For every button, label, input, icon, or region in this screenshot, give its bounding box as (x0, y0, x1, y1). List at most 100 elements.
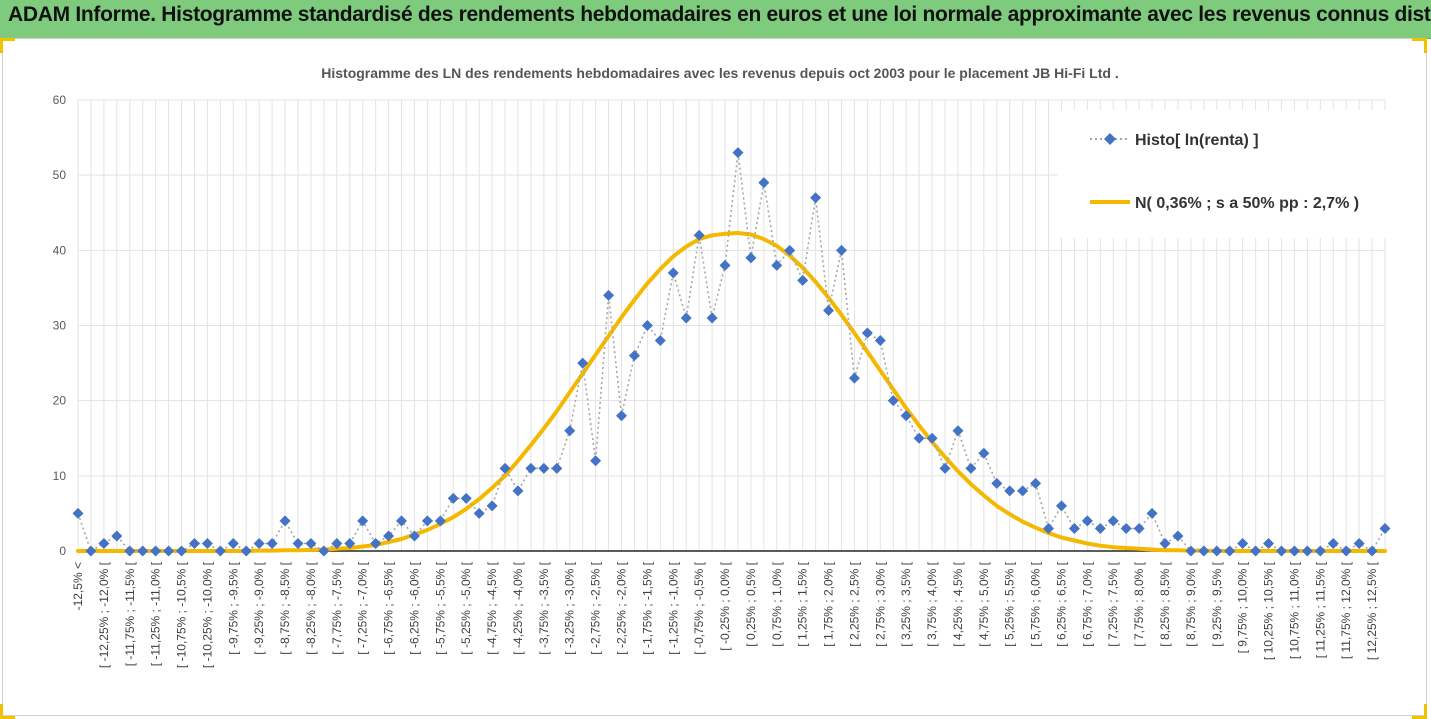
histo-point (603, 289, 615, 301)
x-tick-label: [ -10,75% ; -10,5% [ (175, 561, 189, 668)
histo-point (616, 410, 628, 422)
x-tick-label: [ -3,25% ; -3,0% [ (563, 561, 577, 654)
histo-point (1146, 507, 1158, 519)
histo-point (279, 515, 291, 527)
histo-point (1327, 537, 1339, 549)
histo-point (1263, 537, 1275, 549)
histo-point (357, 515, 369, 527)
x-tick-label: [ 3,75% ; 4,0% [ (925, 561, 939, 646)
histo-point (214, 545, 226, 557)
histo-point (1366, 545, 1378, 557)
x-tick-label: [ 7,25% ; 7,5% [ (1106, 561, 1120, 646)
x-tick-label: [ 12,25% ; 12,5% [ (1365, 561, 1379, 660)
histo-point (590, 455, 602, 467)
x-tick-label: [ -2,75% ; -2,5% [ (589, 561, 603, 654)
histo-point (1198, 545, 1210, 557)
histo-point (266, 537, 278, 549)
histogram-series (72, 147, 1391, 557)
x-axis-ticks: -12,5% < [ -12,25% ; -12,0% [ [ -11,75% ; … (71, 561, 1379, 668)
frame-corner-bottom-left (0, 704, 15, 719)
histo-point (991, 477, 1003, 489)
histo-point (150, 545, 162, 557)
histo-point (111, 530, 123, 542)
histo-point (1224, 545, 1236, 557)
histo-point (706, 312, 718, 324)
x-tick-label: [ 4,25% ; 4,5% [ (951, 561, 965, 646)
histo-point (370, 537, 382, 549)
report-banner: ADAM Informe. Histogramme standardisé de… (0, 0, 1431, 39)
histo-point (486, 500, 498, 512)
x-tick-label: [ -7,25% ; -7,0% [ (356, 561, 370, 654)
histo-point (913, 432, 925, 444)
histo-point (201, 537, 213, 549)
x-tick-label: [ -9,25% ; -9,0% [ (252, 561, 266, 654)
x-tick-label: [ -7,75% ; -7,5% [ (330, 561, 344, 654)
histo-point (1301, 545, 1313, 557)
x-tick-label: [ 6,75% ; 7,0% [ (1080, 561, 1094, 646)
histo-point (823, 304, 835, 316)
y-tick-label: 0 (59, 544, 66, 558)
x-tick-label: [ -0,75% ; -0,5% [ (692, 561, 706, 654)
x-tick-label: [ 3,25% ; 3,5% [ (899, 561, 913, 646)
x-tick-label: -12,5% < (71, 562, 85, 610)
histo-point (939, 462, 951, 474)
histo-point (784, 244, 796, 256)
histo-point (1004, 485, 1016, 497)
histo-point (447, 492, 459, 504)
x-tick-label: [ 8,75% ; 9,0% [ (1184, 561, 1198, 646)
histo-point (1172, 530, 1184, 542)
histo-point (861, 327, 873, 339)
x-tick-label: [ -8,75% ; -8,5% [ (278, 561, 292, 654)
chart-subtitle: Histogramme des LN des rendements hebdom… (321, 65, 1118, 81)
y-tick-label: 60 (53, 93, 67, 107)
histo-point (408, 530, 420, 542)
frame-corner-top-right (1412, 38, 1427, 53)
y-tick-label: 30 (53, 319, 67, 333)
x-tick-label: [ 7,75% ; 8,0% [ (1132, 561, 1146, 646)
histo-point (253, 537, 265, 549)
x-tick-label: [ -10,25% ; -10,0% [ (200, 561, 214, 668)
histo-point (124, 545, 136, 557)
legend-normal-label: N( 0,36% ; s a 50% pp : 2,7% ) (1135, 195, 1359, 212)
histo-point (1081, 515, 1093, 527)
histo-point (1185, 545, 1197, 557)
histo-point (551, 462, 563, 474)
x-tick-label: [ 9,75% ; 10,0% [ (1236, 561, 1250, 653)
histo-point (680, 312, 692, 324)
x-tick-label: [ 5,75% ; 6,0% [ (1029, 561, 1043, 646)
histo-point (810, 192, 822, 204)
x-tick-label: [ -11,25% ; -11,0% [ (149, 561, 163, 666)
histo-point (383, 530, 395, 542)
histo-point (1094, 522, 1106, 534)
x-tick-label: [ -1,75% ; -1,5% [ (640, 561, 654, 654)
histo-point (305, 537, 317, 549)
histo-point (667, 267, 679, 279)
report-title: ADAM Informe. Histogramme standardisé de… (8, 3, 1431, 26)
x-tick-label: [ 4,75% ; 5,0% [ (977, 561, 991, 646)
x-tick-label: [ -11,75% ; -11,5% [ (123, 561, 137, 666)
y-tick-label: 40 (53, 243, 67, 257)
histo-point (641, 320, 653, 331)
x-tick-label: [ -9,75% ; -9,5% [ (226, 561, 240, 654)
x-tick-label: [ -4,25% ; -4,0% [ (511, 561, 525, 654)
x-tick-label: [ -12,25% ; -12,0% [ (97, 561, 111, 668)
x-tick-label: [ 1,25% ; 1,5% [ (796, 561, 810, 646)
histo-point (745, 252, 757, 264)
histo-point (577, 357, 589, 369)
histo-point (900, 410, 912, 422)
histo-point (887, 395, 899, 407)
histo-point (1353, 537, 1365, 549)
histo-point (85, 545, 97, 557)
histo-point (1068, 522, 1080, 534)
x-tick-label: [ 0,75% ; 1,0% [ (770, 561, 784, 646)
x-tick-label: [ -0,25% ; 0,0% [ (718, 561, 732, 650)
histo-point (1379, 522, 1391, 534)
histo-point (771, 259, 783, 271)
histo-point (1250, 545, 1262, 557)
x-tick-label: [ 10,75% ; 11,0% [ (1287, 561, 1301, 659)
normal-curve-line (76, 231, 1387, 553)
x-tick-label: [ -6,75% ; -6,5% [ (382, 561, 396, 654)
histo-point (628, 350, 640, 362)
histo-point (693, 229, 705, 241)
x-tick-label: [ -2,25% ; -2,0% [ (615, 561, 629, 654)
